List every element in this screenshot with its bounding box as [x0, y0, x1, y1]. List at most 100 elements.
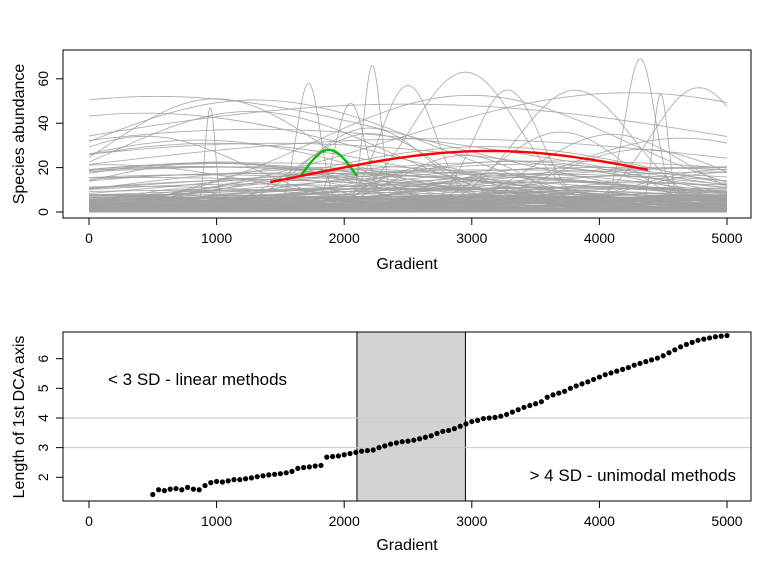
data-point	[556, 390, 562, 396]
data-point	[202, 482, 208, 489]
data-point	[724, 332, 730, 339]
data-point	[167, 486, 173, 492]
data-point	[179, 487, 185, 493]
data-point	[295, 465, 301, 471]
y-axis-title: Species abundance	[11, 64, 28, 205]
x-tick-label: 2000	[329, 230, 360, 246]
species-curve	[293, 71, 637, 212]
y-axis-title: Length of 1st DCA axis	[11, 336, 28, 499]
data-point	[538, 399, 545, 405]
highlight-curve	[299, 148, 358, 177]
data-point	[214, 478, 220, 485]
data-point	[289, 468, 295, 474]
y-tick-label: 5	[35, 384, 51, 392]
data-point	[649, 357, 655, 363]
data-point	[486, 415, 492, 421]
plot-frame	[62, 49, 752, 219]
data-point	[446, 427, 452, 434]
x-axis-title: Gradient	[376, 256, 438, 273]
x-axis-ticks: 0 1000 2000 3000 4000 5000	[85, 218, 743, 246]
x-tick-label: 2000	[329, 513, 360, 529]
data-point	[683, 341, 690, 348]
species-curve	[88, 142, 728, 189]
y-tick-label: 4	[35, 414, 51, 422]
data-point	[567, 385, 574, 391]
data-point	[208, 480, 214, 486]
data-point	[335, 453, 341, 459]
data-point	[283, 470, 289, 476]
data-point	[579, 381, 585, 387]
data-point	[695, 337, 701, 343]
data-point	[150, 491, 156, 498]
data-point	[509, 409, 515, 415]
species-curve	[301, 102, 400, 212]
species-curve	[591, 58, 690, 212]
y-tick-label: 2	[35, 473, 51, 481]
y-tick-label: 60	[35, 71, 51, 87]
x-tick-label: 0	[85, 230, 93, 246]
data-point	[243, 476, 249, 482]
data-point	[527, 402, 533, 409]
data-point	[347, 450, 353, 457]
x-axis-ticks: 0 1000 2000 3000 4000 5000	[85, 501, 743, 529]
data-point	[411, 437, 417, 443]
plot-frame	[62, 331, 752, 502]
highlighted-species-curves	[269, 148, 649, 184]
species-curve	[401, 89, 614, 212]
data-point	[422, 434, 428, 440]
data-point	[324, 454, 330, 460]
data-point	[382, 443, 388, 449]
data-point	[480, 415, 486, 422]
data-point	[712, 334, 719, 340]
species-curve	[88, 138, 728, 165]
data-point	[463, 421, 469, 427]
x-tick-label: 5000	[711, 513, 742, 529]
data-point	[596, 374, 603, 380]
x-tick-label: 1000	[201, 513, 232, 529]
y-tick-label: 0	[35, 208, 51, 216]
data-point	[364, 447, 370, 454]
y-tick-label: 3	[35, 444, 51, 452]
data-point	[225, 478, 231, 484]
data-point	[515, 407, 521, 413]
data-point	[417, 436, 423, 442]
data-point	[376, 445, 382, 451]
data-point	[544, 394, 550, 400]
data-point	[562, 388, 568, 394]
species-curve	[88, 162, 728, 209]
data-point	[388, 441, 394, 447]
data-point	[312, 463, 318, 469]
data-point	[457, 423, 463, 429]
data-point	[248, 475, 254, 481]
data-point	[625, 364, 632, 371]
data-point	[631, 362, 637, 368]
data-point	[701, 336, 707, 342]
data-point	[306, 464, 312, 470]
x-tick-label: 0	[85, 513, 93, 529]
x-tick-label: 3000	[456, 230, 487, 246]
data-point	[614, 368, 620, 374]
data-point	[620, 366, 626, 372]
y-axis-ticks: 0 20 40 60	[35, 71, 63, 216]
species-curve	[88, 103, 728, 137]
data-point	[637, 360, 643, 367]
data-point	[707, 335, 713, 341]
data-point	[399, 439, 405, 445]
data-point	[219, 479, 225, 485]
data-point	[451, 426, 457, 432]
data-point	[660, 353, 666, 359]
data-point	[550, 392, 556, 398]
data-point	[341, 452, 347, 458]
species-curve	[88, 166, 728, 201]
data-point	[272, 471, 278, 477]
x-tick-label: 4000	[584, 513, 615, 529]
x-tick-label: 1000	[201, 230, 232, 246]
species-curve	[367, 133, 728, 212]
data-point	[318, 462, 324, 469]
species-curve	[356, 131, 728, 212]
data-point	[492, 414, 498, 420]
data-point	[260, 473, 266, 479]
data-point	[643, 359, 649, 365]
data-point	[654, 355, 661, 361]
